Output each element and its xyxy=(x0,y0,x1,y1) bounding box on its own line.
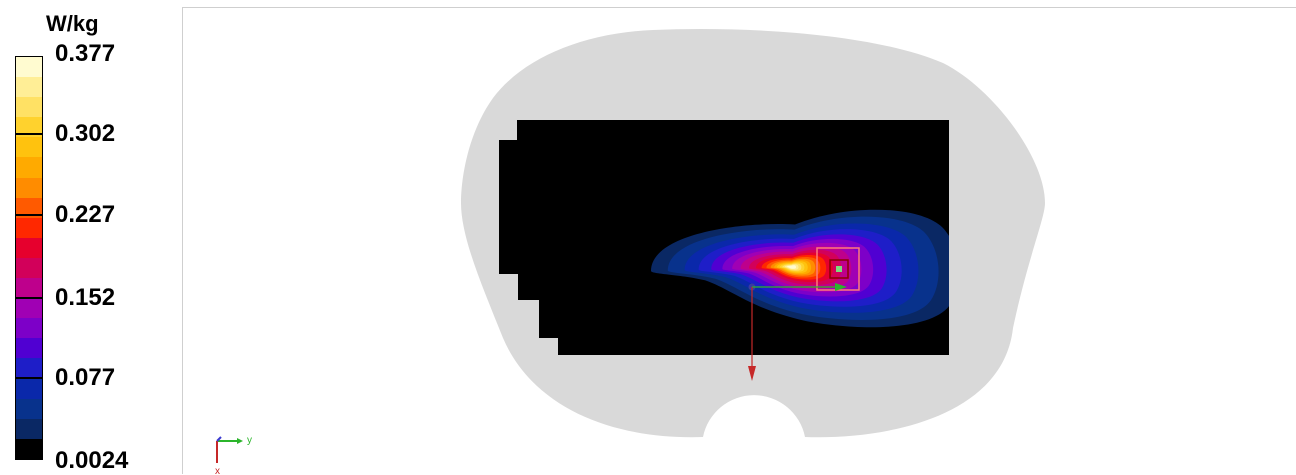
colorbar-segment xyxy=(16,217,42,238)
colorbar-segment xyxy=(16,338,42,359)
triad-z-line xyxy=(216,436,222,442)
x-axis-arrow-head xyxy=(748,366,756,381)
colorbar xyxy=(15,56,43,460)
colorbar-segment xyxy=(16,57,42,78)
triad-y-head xyxy=(237,438,243,444)
colorbar-segment xyxy=(16,77,42,98)
colorbar-segment xyxy=(16,117,42,138)
colorbar-segment xyxy=(16,157,42,178)
colorbar-segment xyxy=(16,197,42,218)
triad-x-label: x xyxy=(215,466,220,475)
colorbar-tick-label: 0.077 xyxy=(55,364,116,391)
colorbar-tick xyxy=(15,377,43,379)
peak-point xyxy=(836,266,842,272)
colorbar-segment xyxy=(16,298,42,319)
y-axis-arrow-head xyxy=(835,283,847,291)
legend-unit: W/kg xyxy=(46,11,99,36)
colorbar-tick xyxy=(15,133,43,135)
colorbar-segment xyxy=(16,438,42,459)
colorbar-tick-label: 0.377 xyxy=(55,40,116,67)
peak-cube-box xyxy=(829,259,849,279)
triad-y-label: y xyxy=(247,435,252,446)
contour-level xyxy=(786,265,797,269)
colorbar-tick-label: 0.302 xyxy=(55,120,116,147)
colorbar-tick xyxy=(15,214,43,216)
color-legend: W/kg 0.377 0.302 0.227 0.152 0.077 0.0024 xyxy=(0,0,182,474)
colorbar-segment xyxy=(16,398,42,419)
colorbar-tick-label: 0.227 xyxy=(55,201,116,228)
colorbar-segment xyxy=(16,97,42,118)
colorbar-tick-label: 0.0024 xyxy=(55,447,129,474)
colorbar-segment xyxy=(16,257,42,279)
colorbar-segment xyxy=(16,418,42,439)
colorbar-segment xyxy=(16,378,42,399)
colorbar-segment xyxy=(16,137,42,158)
plot-canvas: yx xyxy=(215,28,1045,475)
colorbar-segment xyxy=(16,358,42,379)
colorbar-tick xyxy=(15,297,43,299)
colorbar-segment xyxy=(16,177,42,198)
colorbar-tick-label: 0.152 xyxy=(55,284,116,311)
colorbar-segment xyxy=(16,318,42,339)
colorbar-segment xyxy=(16,278,42,299)
colorbar-segment xyxy=(16,237,42,258)
